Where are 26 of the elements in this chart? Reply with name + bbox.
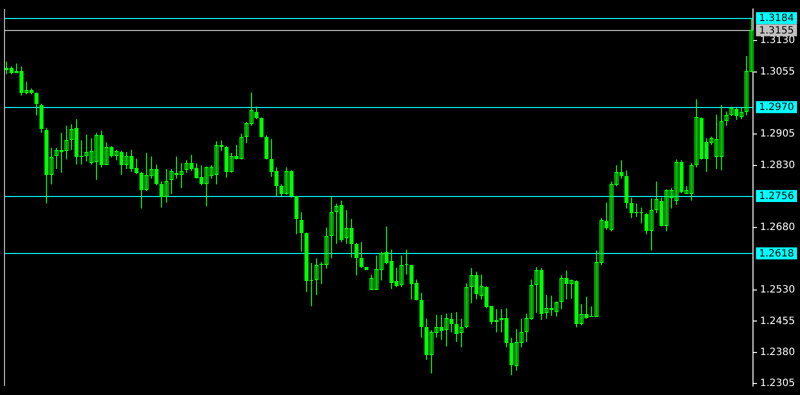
- candlestick: [300, 212, 304, 252]
- y-tick-label: 1.3055: [760, 66, 796, 78]
- candlestick: [40, 103, 44, 134]
- ref-line-label: 1.2970: [759, 102, 794, 114]
- ref-line-label: 1.2618: [759, 248, 794, 260]
- ref-line-label: 1.3184: [759, 13, 794, 24]
- candlestick: [464, 282, 468, 329]
- candlestick: [330, 196, 334, 259]
- candlestick: [294, 196, 298, 235]
- candlestick: [264, 134, 268, 160]
- candlestick: [724, 111, 728, 126]
- y-tick-label: 1.2680: [760, 222, 796, 234]
- candlestick: [260, 116, 264, 138]
- candlestick: [360, 242, 364, 268]
- candlestick: [34, 92, 38, 116]
- y-tick-label: 1.2530: [760, 284, 796, 296]
- candlestick: [354, 242, 358, 276]
- candlestick: [314, 258, 318, 296]
- y-tick-label: 1.3130: [760, 35, 796, 46]
- y-tick-label: 1.2830: [760, 160, 796, 171]
- ref-line-label: 1.3155: [759, 25, 794, 36]
- ref-line-label: 1.2756: [759, 191, 794, 202]
- y-tick-label: 1.2305: [760, 378, 796, 390]
- y-tick-label: 1.2905: [760, 128, 796, 140]
- y-tick-label: 1.2380: [760, 346, 796, 358]
- y-tick-label: 1.2455: [760, 316, 796, 327]
